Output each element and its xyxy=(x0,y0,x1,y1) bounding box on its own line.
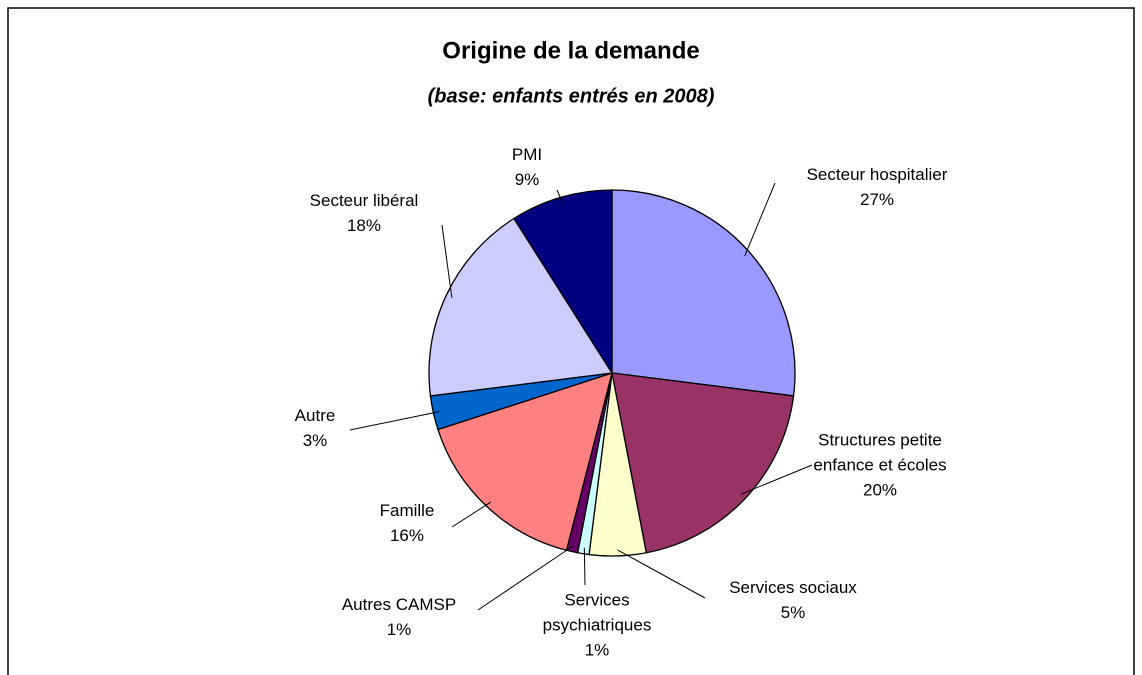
slice-value: 5% xyxy=(780,603,806,622)
slice-name: Structures petite enfance et écoles xyxy=(813,430,947,475)
slice-name: Autres CAMSP xyxy=(341,595,457,614)
slice-value: 1% xyxy=(386,620,412,639)
slice-label: Autres CAMSP 1% xyxy=(342,592,456,642)
chart-frame xyxy=(7,7,1135,675)
slice-value: 27% xyxy=(859,190,895,209)
slice-name: Autre xyxy=(294,406,336,425)
slice-label: Secteur hospitalier 27% xyxy=(807,162,948,212)
slice-label: PMI 9% xyxy=(512,142,542,192)
pie-slice xyxy=(611,189,796,397)
slice-name: Secteur hospitalier xyxy=(806,165,948,184)
pie-slice xyxy=(428,217,614,397)
pie-slice xyxy=(611,372,795,554)
slice-label: Famille 16% xyxy=(380,498,435,548)
slice-name: Secteur libéral xyxy=(309,191,419,210)
leader-line xyxy=(349,411,440,431)
leader-line xyxy=(451,501,492,528)
slice-value: 3% xyxy=(302,431,328,450)
leader-line xyxy=(441,224,453,298)
slice-value: 16% xyxy=(389,526,425,545)
leader-line xyxy=(617,549,706,599)
slice-value: 20% xyxy=(862,480,898,500)
slice-name: Famille xyxy=(379,501,435,520)
slice-label: Autre 3% xyxy=(295,403,336,453)
slice-value: 18% xyxy=(346,216,382,235)
slice-value: 1% xyxy=(584,640,610,660)
slice-label: Services sociaux 5% xyxy=(729,575,857,625)
leader-line xyxy=(477,545,574,611)
slice-name: PMI xyxy=(511,145,543,164)
slice-label: Secteur libéral 18% xyxy=(310,188,419,238)
slice-name: Services sociaux xyxy=(729,578,857,597)
chart-title: Origine de la demande xyxy=(442,37,699,64)
leader-line xyxy=(740,464,813,495)
pie-slice xyxy=(513,189,613,376)
chart-subtitle: (base: enfants entrés en 2008) xyxy=(428,85,715,107)
slice-name: Services psychiatriques xyxy=(542,590,652,635)
slice-value: 9% xyxy=(514,170,540,189)
pie-slice xyxy=(437,372,613,552)
leader-line xyxy=(556,189,564,204)
slice-label: Structures petite enfance et écoles 20% xyxy=(793,428,968,503)
leader-line xyxy=(744,182,776,257)
leader-line xyxy=(583,547,586,586)
slice-label: Services psychiatriques 1% xyxy=(532,588,662,663)
